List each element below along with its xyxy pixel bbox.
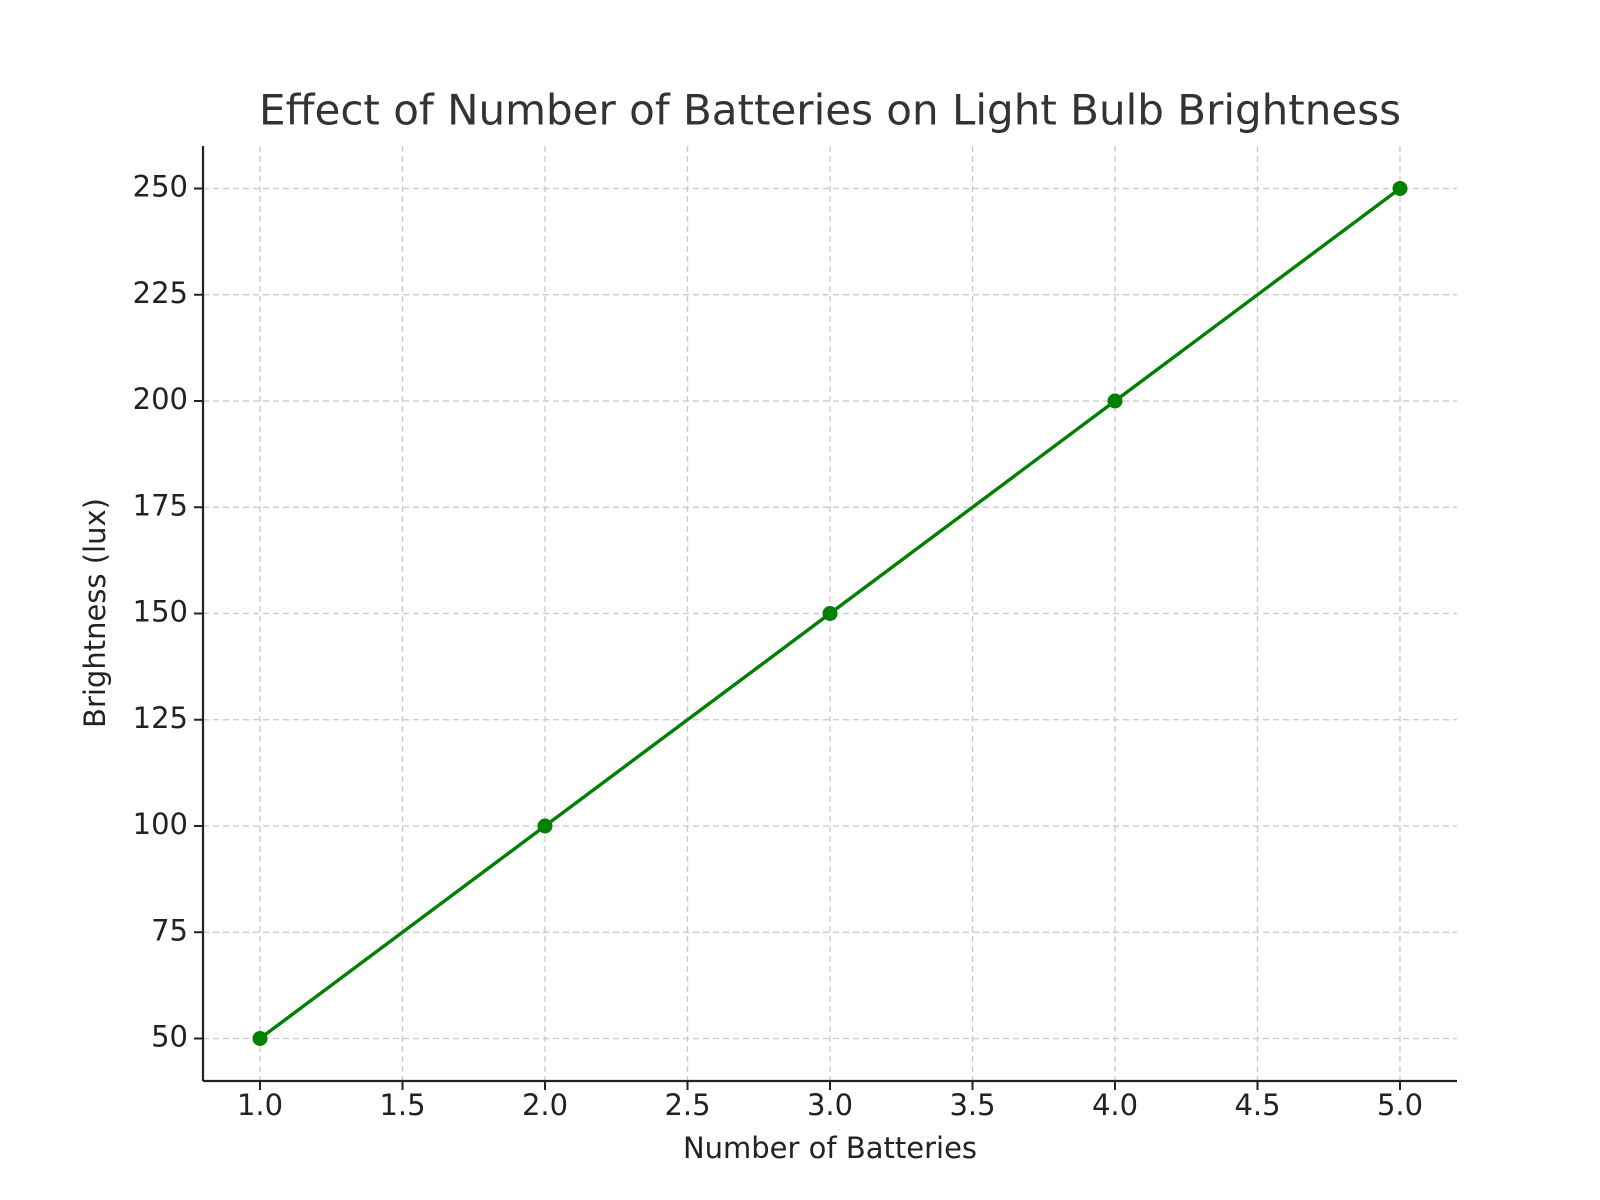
data-point	[252, 1031, 268, 1046]
y-tick-label: 100	[133, 807, 188, 841]
chart-title: Effect of Number of Batteries on Light B…	[259, 86, 1401, 135]
data-point	[1107, 393, 1123, 409]
data-point	[822, 606, 838, 621]
x-tick-label: 1.5	[379, 1088, 425, 1122]
y-tick-label: 250	[133, 170, 188, 204]
y-axis-label: Brightness (lux)	[78, 498, 112, 728]
y-tick-label: 200	[133, 382, 188, 416]
data-point	[537, 818, 553, 834]
x-tick-label: 5.0	[1377, 1088, 1423, 1122]
y-tick-label: 175	[133, 488, 188, 522]
data-point	[1392, 181, 1408, 196]
x-tick-label: 2.0	[522, 1088, 568, 1122]
x-tick-label: 4.0	[1092, 1088, 1138, 1122]
x-tick-label: 4.5	[1234, 1088, 1280, 1122]
y-tick-label: 50	[151, 1020, 188, 1054]
x-tick-label: 1.0	[237, 1088, 283, 1122]
y-tick-label: 125	[133, 701, 188, 735]
x-tick-label: 2.5	[664, 1088, 710, 1122]
y-tick-label: 225	[133, 276, 188, 310]
x-tick-label: 3.0	[807, 1088, 853, 1122]
x-axis-label: Number of Batteries	[683, 1131, 977, 1165]
y-tick-label: 75	[151, 913, 188, 947]
x-tick-label: 3.5	[949, 1088, 995, 1122]
y-tick-label: 150	[133, 595, 188, 629]
